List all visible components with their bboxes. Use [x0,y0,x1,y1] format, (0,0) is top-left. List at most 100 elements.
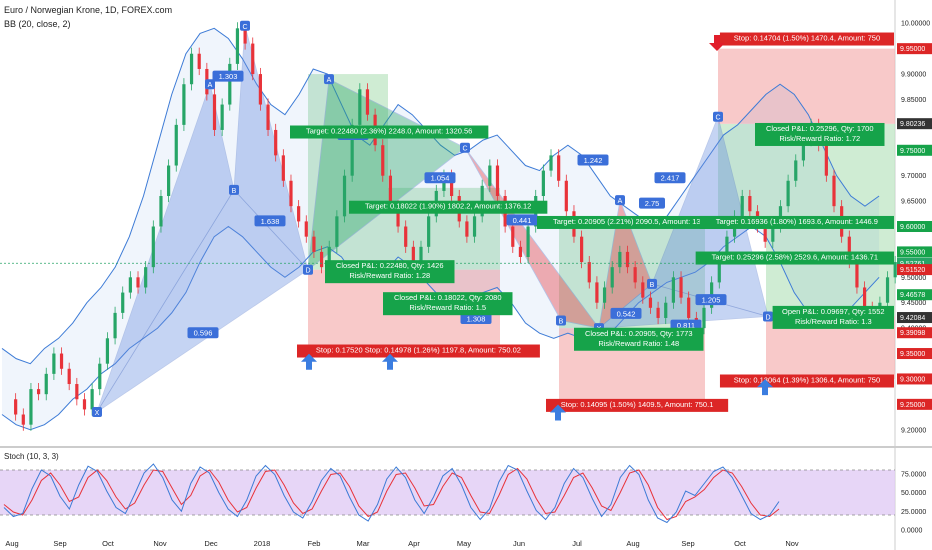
candle-body [167,165,171,197]
candle-body [786,180,790,207]
candle-body [656,307,660,318]
candle-body [304,221,308,237]
candle-body [274,129,278,156]
trade-label-text: Risk/Reward Ratio: 1.3 [795,317,872,326]
stoch-tick-label: 0.0000 [901,528,923,535]
candle-body [365,89,370,115]
pattern-point-marker [303,264,313,275]
candle-body [511,226,515,247]
candle-body [182,84,186,125]
time-tick-label: Aug [5,539,18,548]
candle-body [281,155,285,181]
candle-body [862,287,867,308]
ratio-label-bg [460,312,492,324]
candle-body [189,53,194,85]
candle-body [549,155,553,171]
time-tick-label: May [457,539,471,548]
ratio-label: 1.205 [702,296,721,305]
candle-body [449,175,454,197]
trade-label-text: Risk/Reward Ratio: 1.5 [409,303,486,312]
candle-body [151,226,155,268]
trade-label-bg [297,344,540,358]
trade-label-text: Closed P&L: 0.18022, Qty: 2080 [394,293,502,302]
price-tag-label: 9.55000 [900,249,925,256]
candle-body [832,175,836,207]
price-tick-label: 9.70000 [901,173,926,180]
pattern-point-marker [205,79,215,90]
trade-label-text: Target: 0.20905 (2.21%) 2090.5, Amount: … [553,217,719,226]
price-tag-bg [897,43,932,55]
trade-label-bg [695,251,894,265]
pattern-point-marker [556,315,566,326]
pattern-point-marker [240,20,250,31]
price-tick-label: 9.65000 [901,199,926,206]
candle-body [144,267,148,288]
candle-body [648,297,653,308]
bb-upper-line [1,27,880,365]
candle-body [855,262,859,288]
ratio-label-bg [610,307,642,319]
candle-body [121,292,125,313]
candle-body [14,399,18,415]
time-tick-label: Nov [785,539,799,548]
price-tag-label: 9.25000 [900,402,925,409]
candle-body [687,297,691,318]
candle-body [824,145,828,176]
price-tag-label: 9.39098 [900,330,925,337]
candle-body [29,389,33,425]
trade-label-text: Target: 0.18022 (1.90%) 1802.2, Amount: … [365,202,531,211]
pattern-point-label: C [715,115,720,122]
trade-zone-profit [308,74,388,270]
pattern-point-marker [615,195,625,206]
ratio-label: 2.75 [645,199,660,208]
candle-body [105,338,110,364]
price-tick-label: 9.90000 [901,72,926,79]
candle-body [251,43,255,75]
stoch-d-line [3,467,780,521]
price-tag-bg [897,348,932,360]
stoch-tick-label: 50.0000 [901,490,926,497]
candle-body [266,104,270,130]
price-tag-label: 9.75000 [900,148,925,155]
candle-body [243,28,247,44]
candle-body [174,124,178,166]
candle-body [312,236,316,252]
ratio-label: 1.308 [467,314,486,323]
candle-body [411,246,415,268]
price-tag-bg [897,221,932,232]
trade-zone-profit [766,221,895,317]
candle-body [297,206,301,222]
trade-label-bg [574,327,704,351]
trade-label-text: Stop: 0.14704 (1.50%) 1470.4, Amount: 75… [734,34,880,43]
price-tag-label: 9.30000 [900,376,925,383]
price-tag-bg [897,257,932,269]
trade-label-text: Target: 0.25296 (2.58%) 2529.6, Amount: … [712,253,878,262]
candle-body [342,175,347,217]
ratio-label: 0.542 [617,309,636,318]
pattern-point-label: X [95,410,100,417]
candle-body [319,251,324,268]
time-tick-label: Nov [153,539,167,548]
candle-body [235,28,240,64]
candle-body [557,155,561,181]
price-tag-bg [897,373,932,385]
candle-body [488,165,492,186]
candle-body [847,236,851,263]
time-tick-label: Apr [408,539,420,548]
candle-body [633,267,637,283]
candle-body [702,307,706,329]
time-tick-label: Sep [681,539,694,548]
pattern-point-label: B [650,282,655,289]
ratio-label: 1.054 [431,174,450,183]
ratio-label-bg [654,172,686,184]
candle-body [396,206,400,227]
candle-body [52,353,56,374]
price-tag-label: 9.60000 [900,224,925,231]
pattern-point-marker [460,142,470,153]
pattern-point-label: C [462,146,467,153]
candle-body [128,277,132,293]
ratio-label-bg [639,197,665,209]
candle-body [801,140,806,161]
candle-body [472,216,477,237]
